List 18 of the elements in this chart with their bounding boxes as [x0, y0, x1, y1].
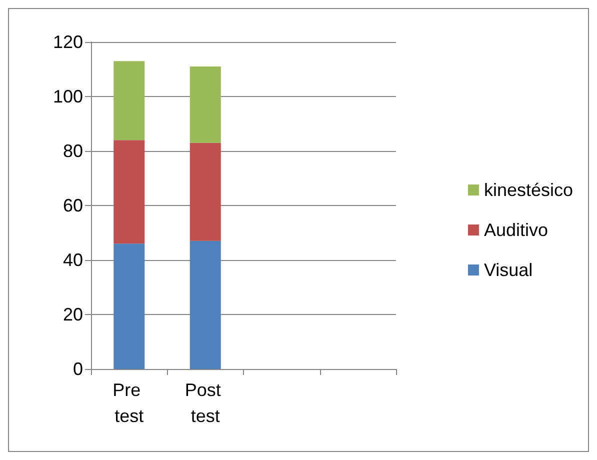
bar — [190, 240, 221, 369]
y-tick-label: 20 — [62, 304, 83, 324]
bar — [190, 142, 221, 241]
x-tick-label: Post test — [184, 380, 226, 426]
bar — [114, 140, 145, 244]
bar — [190, 66, 221, 143]
y-tick-label: 60 — [62, 196, 83, 216]
y-tick-label: 120 — [52, 32, 83, 52]
legend-label: Visual — [484, 260, 533, 280]
y-tick-label: 100 — [52, 86, 83, 106]
x-tick-label: Pre test — [112, 380, 146, 426]
legend-label: kinestésico — [484, 180, 574, 200]
bar — [114, 61, 145, 140]
y-tick-label: 80 — [62, 141, 83, 161]
legend-label: Auditivo — [484, 220, 548, 240]
bar — [114, 244, 145, 369]
y-tick-label: 0 — [72, 359, 83, 379]
y-tick-label: 40 — [62, 250, 83, 270]
